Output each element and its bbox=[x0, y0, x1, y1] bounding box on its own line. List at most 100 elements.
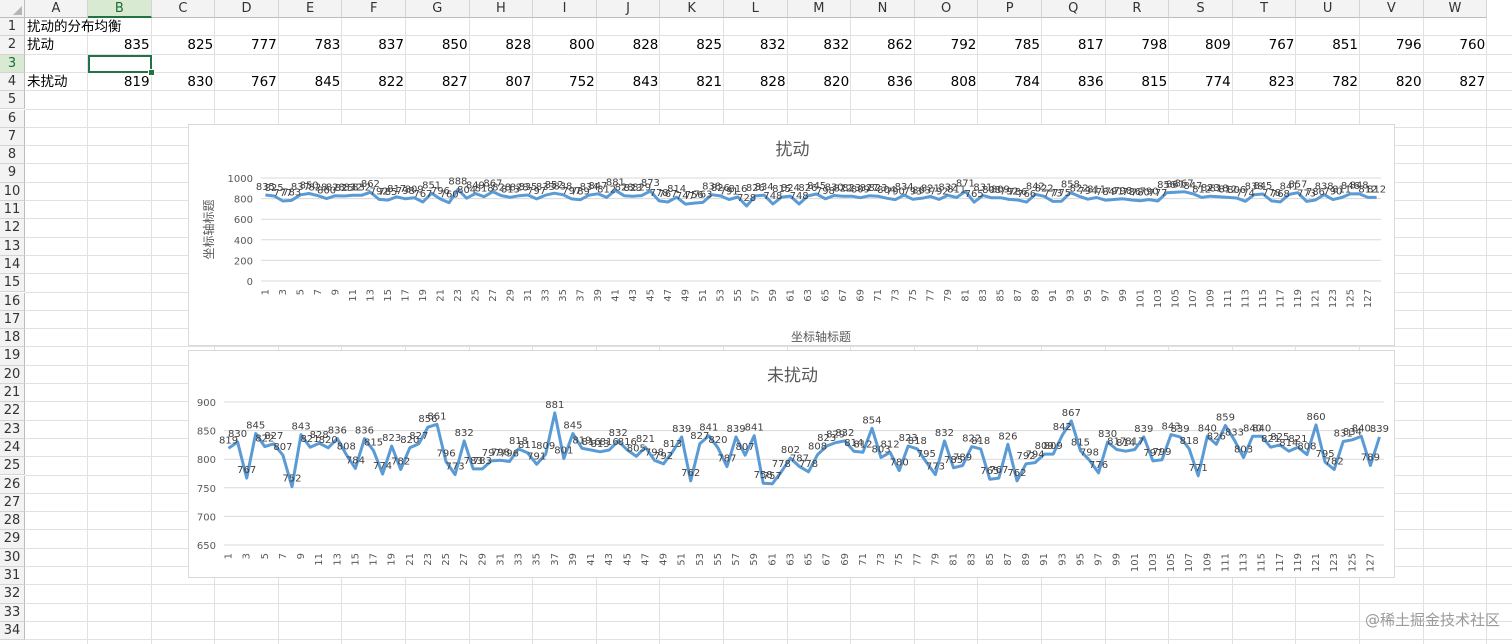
row-header-6[interactable]: 6 bbox=[0, 109, 25, 128]
cell-j4[interactable]: 843 bbox=[632, 73, 659, 90]
cell-g4[interactable]: 827 bbox=[441, 73, 468, 90]
column-header-r[interactable]: R bbox=[1105, 0, 1170, 18]
column-header-j[interactable]: J bbox=[596, 0, 661, 18]
cell-k2[interactable]: 825 bbox=[696, 37, 722, 54]
column-header-u[interactable]: U bbox=[1296, 0, 1360, 18]
chart-disturbed[interactable]: 扰动 0 200 400 600 800 1000 1 3 5 7 9 11 13 15 17 19 21 23 25… bbox=[188, 124, 1395, 346]
row-header-30[interactable]: 30 bbox=[0, 548, 25, 567]
cell-o4[interactable]: 808 bbox=[950, 73, 977, 90]
row-header-8[interactable]: 8 bbox=[0, 146, 25, 165]
cell-t2[interactable]: 767 bbox=[1268, 37, 1295, 54]
row-header-21[interactable]: 21 bbox=[0, 384, 25, 403]
column-header-k[interactable]: K bbox=[660, 0, 724, 18]
column-header-h[interactable]: H bbox=[469, 0, 534, 18]
row-header-19[interactable]: 19 bbox=[0, 347, 25, 366]
cell-v2[interactable]: 796 bbox=[1395, 37, 1422, 54]
column-header-c[interactable]: C bbox=[151, 0, 216, 18]
cell-r2[interactable]: 798 bbox=[1141, 37, 1168, 54]
cell-e4[interactable]: 845 bbox=[314, 73, 341, 90]
row-header-29[interactable]: 29 bbox=[0, 530, 25, 549]
fill-handle[interactable] bbox=[147, 68, 155, 76]
row-header-5[interactable]: 5 bbox=[0, 91, 25, 110]
row-header-26[interactable]: 26 bbox=[0, 475, 25, 494]
cell-o2[interactable]: 792 bbox=[950, 37, 977, 54]
cell-b2[interactable]: 835 bbox=[123, 37, 150, 54]
selected-cell-b3[interactable] bbox=[88, 54, 152, 73]
select-all-corner[interactable] bbox=[0, 0, 25, 18]
row-header-15[interactable]: 15 bbox=[0, 274, 25, 293]
cell-i2[interactable]: 800 bbox=[569, 37, 595, 54]
column-header-m[interactable]: M bbox=[787, 0, 852, 18]
column-header-t[interactable]: T bbox=[1232, 0, 1297, 18]
cell-a4-label[interactable]: 未扰动 bbox=[27, 73, 68, 90]
cell-q2[interactable]: 817 bbox=[1077, 37, 1104, 54]
cell-s4[interactable]: 774 bbox=[1205, 73, 1231, 90]
cell-p4[interactable]: 784 bbox=[1014, 73, 1040, 90]
row-header-28[interactable]: 28 bbox=[0, 512, 25, 531]
column-header-f[interactable]: F bbox=[342, 0, 406, 18]
cell-i4[interactable]: 752 bbox=[569, 73, 595, 90]
cell-h4[interactable]: 807 bbox=[505, 73, 532, 90]
column-header-w[interactable]: W bbox=[1423, 0, 1488, 18]
row-header-3[interactable]: 3 bbox=[0, 54, 25, 73]
cell-g2[interactable]: 850 bbox=[441, 37, 468, 54]
row-header-10[interactable]: 10 bbox=[0, 182, 25, 201]
cell-r4[interactable]: 815 bbox=[1141, 73, 1168, 90]
cell-v4[interactable]: 820 bbox=[1395, 73, 1422, 90]
cell-l2[interactable]: 832 bbox=[759, 37, 786, 54]
row-header-12[interactable]: 12 bbox=[0, 219, 25, 238]
cell-a2-label[interactable]: 扰动 bbox=[27, 37, 54, 54]
column-header-v[interactable]: V bbox=[1360, 0, 1424, 18]
row-header-23[interactable]: 23 bbox=[0, 420, 25, 439]
cell-m2[interactable]: 832 bbox=[823, 37, 850, 54]
cell-s2[interactable]: 809 bbox=[1205, 37, 1231, 54]
cell-u2[interactable]: 851 bbox=[1332, 37, 1358, 54]
row-header-25[interactable]: 25 bbox=[0, 457, 25, 476]
cell-u4[interactable]: 782 bbox=[1332, 73, 1358, 90]
cell-c2[interactable]: 825 bbox=[187, 37, 214, 54]
row-header-20[interactable]: 20 bbox=[0, 365, 25, 384]
cell-j2[interactable]: 828 bbox=[632, 37, 659, 54]
column-header-e[interactable]: E bbox=[278, 0, 343, 18]
row-header-31[interactable]: 31 bbox=[0, 567, 25, 586]
column-header-q[interactable]: Q bbox=[1042, 0, 1106, 18]
cell-f4[interactable]: 822 bbox=[378, 73, 404, 90]
column-header-s[interactable]: S bbox=[1169, 0, 1233, 18]
column-header-d[interactable]: D bbox=[215, 0, 279, 18]
column-header-a[interactable]: A bbox=[25, 0, 88, 18]
cell-b4[interactable]: 819 bbox=[123, 73, 150, 90]
cell-q4[interactable]: 836 bbox=[1077, 73, 1104, 90]
row-header-16[interactable]: 16 bbox=[0, 292, 25, 311]
row-header-33[interactable]: 33 bbox=[0, 603, 25, 622]
column-header-g[interactable]: G bbox=[406, 0, 470, 18]
cell-f2[interactable]: 837 bbox=[378, 37, 404, 54]
row-header-14[interactable]: 14 bbox=[0, 255, 25, 275]
cell-h2[interactable]: 828 bbox=[505, 37, 532, 54]
row-header-9[interactable]: 9 bbox=[0, 164, 25, 183]
row-header-27[interactable]: 27 bbox=[0, 493, 25, 513]
cell-m4[interactable]: 820 bbox=[823, 73, 850, 90]
row-header-34[interactable]: 34 bbox=[0, 621, 25, 641]
row-header-2[interactable]: 2 bbox=[0, 36, 25, 55]
cell-t4[interactable]: 823 bbox=[1268, 73, 1295, 90]
column-header-b[interactable]: B bbox=[88, 0, 152, 18]
cell-c4[interactable]: 830 bbox=[187, 73, 214, 90]
column-header-p[interactable]: P bbox=[978, 0, 1042, 18]
cell-l4[interactable]: 828 bbox=[759, 73, 786, 90]
cell-n4[interactable]: 836 bbox=[887, 73, 913, 90]
cell-d4[interactable]: 767 bbox=[251, 73, 277, 90]
row-header-22[interactable]: 22 bbox=[0, 402, 25, 421]
cell-w4[interactable]: 827 bbox=[1459, 73, 1486, 90]
column-header-i[interactable]: I bbox=[533, 0, 597, 18]
cell-n2[interactable]: 862 bbox=[887, 37, 913, 54]
cell-a1-title[interactable]: 扰动的分布均衡 bbox=[27, 19, 122, 35]
column-header-l[interactable]: L bbox=[724, 0, 788, 18]
row-header-4[interactable]: 4 bbox=[0, 72, 25, 92]
column-header-o[interactable]: O bbox=[914, 0, 979, 18]
cell-w2[interactable]: 760 bbox=[1459, 37, 1486, 54]
row-header-17[interactable]: 17 bbox=[0, 310, 25, 330]
row-header-13[interactable]: 13 bbox=[0, 237, 25, 256]
column-header-n[interactable]: N bbox=[851, 0, 915, 18]
cell-p2[interactable]: 785 bbox=[1014, 37, 1040, 54]
